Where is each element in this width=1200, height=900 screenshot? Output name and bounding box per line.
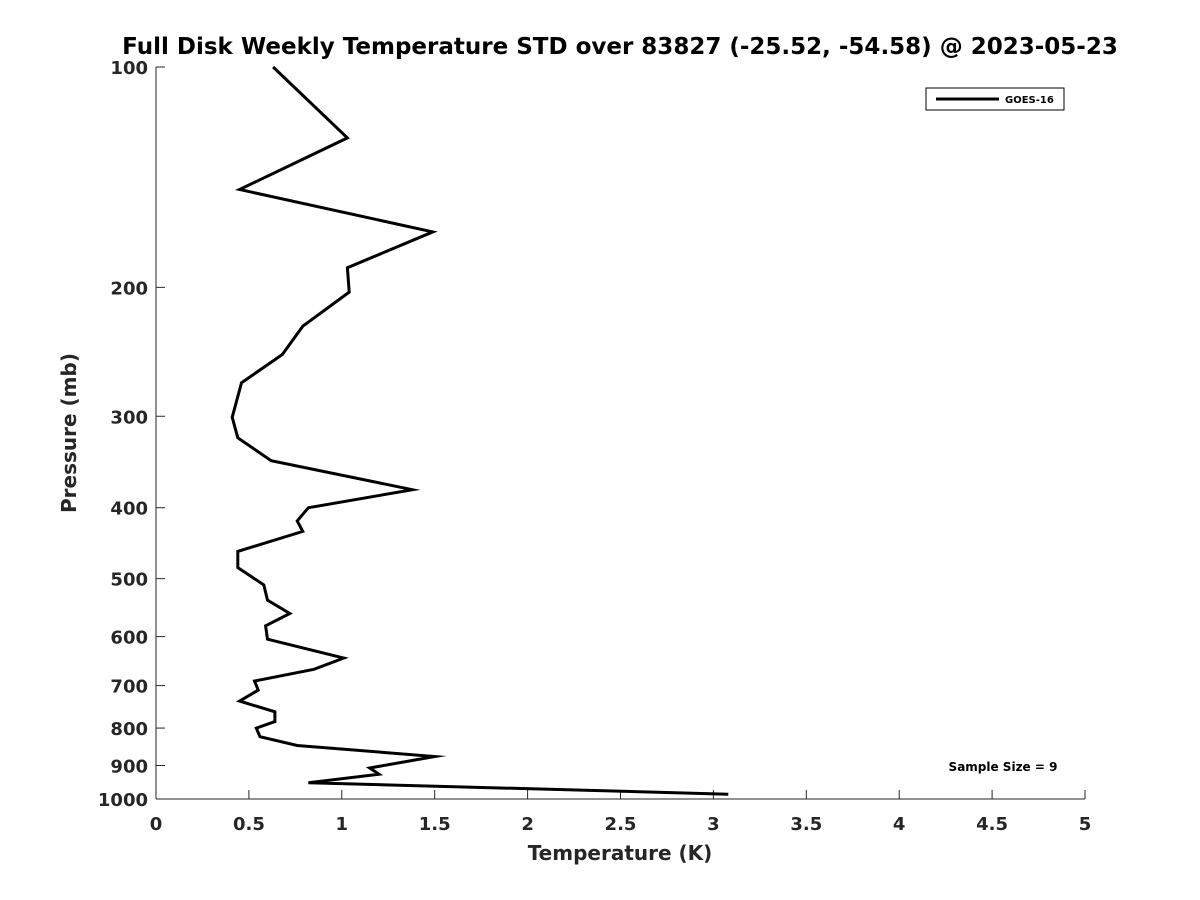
legend: GOES-16 bbox=[925, 87, 1065, 111]
y-tick-label: 100 bbox=[110, 58, 148, 79]
x-tick-label: 5 bbox=[1079, 814, 1092, 835]
x-axis-label: Temperature (K) bbox=[528, 841, 713, 865]
series-line-goes16 bbox=[230, 65, 729, 796]
x-tick-label: 2 bbox=[521, 814, 534, 835]
x-tick-label: 0.5 bbox=[233, 814, 265, 835]
y-axis-label: Pressure (mb) bbox=[57, 353, 81, 513]
y-tick-label: 300 bbox=[110, 407, 148, 428]
legend-entry-goes16: GOES-16 bbox=[1005, 95, 1054, 106]
sample-size-annotation: Sample Size = 9 bbox=[949, 760, 1058, 774]
x-tick-label: 1 bbox=[336, 814, 349, 835]
y-tick-label: 500 bbox=[110, 570, 148, 591]
x-tick-label: 2.5 bbox=[605, 814, 637, 835]
axes: 0 0.5 1 1.5 2 2.5 3 3.5 4 4.5 5 100 200 300 400 500 600 7… bbox=[98, 58, 1091, 835]
series-layer bbox=[230, 65, 729, 796]
y-tick-label: 1000 bbox=[98, 790, 148, 811]
x-tick-label: 1.5 bbox=[419, 814, 451, 835]
x-tick-label: 3 bbox=[707, 814, 720, 835]
x-tick-label: 0 bbox=[150, 814, 163, 835]
y-tick-label: 200 bbox=[110, 278, 148, 299]
y-tick-label: 700 bbox=[110, 677, 148, 698]
y-tick-label: 600 bbox=[110, 628, 148, 649]
x-tick-label: 4.5 bbox=[976, 814, 1008, 835]
y-tick-label: 400 bbox=[110, 499, 148, 520]
chart-title: Full Disk Weekly Temperature STD over 83… bbox=[122, 34, 1118, 60]
x-tick-label: 3.5 bbox=[790, 814, 822, 835]
y-tick-label: 800 bbox=[110, 719, 148, 740]
y-tick-label: 900 bbox=[110, 757, 148, 778]
x-tick-label: 4 bbox=[893, 814, 906, 835]
